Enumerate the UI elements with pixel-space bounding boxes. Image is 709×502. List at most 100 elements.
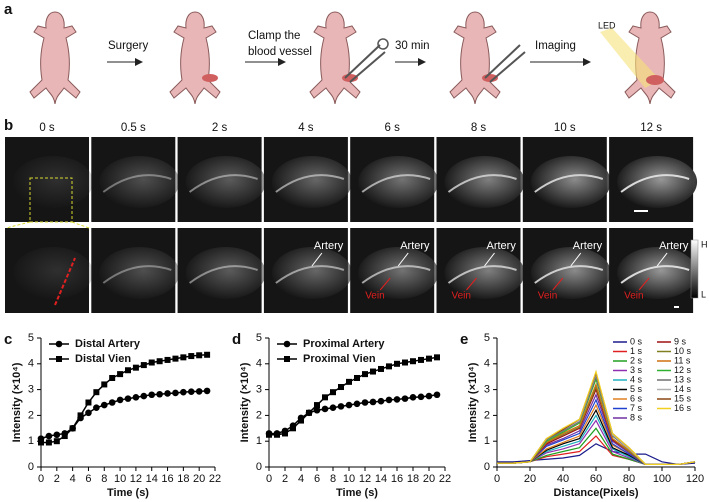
marker: [172, 355, 179, 362]
x-tick-label: 40: [557, 473, 569, 485]
tissue: [99, 247, 180, 299]
marker: [283, 340, 291, 348]
tissue: [444, 247, 525, 299]
marker: [117, 371, 124, 378]
y-tick-label: 0: [484, 461, 490, 473]
vessel: [534, 265, 604, 284]
vein-label: Vein: [538, 291, 557, 302]
y-tick-label: 3: [484, 384, 490, 396]
series-line: [497, 414, 696, 466]
tissue: [617, 156, 698, 208]
x-axis-label: Distance(Pixels): [554, 487, 639, 499]
vein-label: Vein: [452, 291, 471, 302]
marker: [321, 405, 329, 413]
x-tick-label: 4: [70, 473, 76, 485]
marker: [330, 389, 336, 396]
pointer: [552, 277, 564, 291]
marker: [180, 354, 187, 361]
marker: [108, 399, 116, 406]
panel-label: d: [232, 331, 241, 348]
series-line: [497, 435, 696, 466]
marker: [361, 399, 369, 406]
pointer: [638, 277, 650, 291]
series-line: [497, 369, 696, 466]
tissue: [13, 156, 93, 208]
x-tick-label: 8: [330, 473, 336, 485]
time-label: 8 s: [471, 122, 487, 134]
vessel: [275, 265, 345, 284]
x-tick-label: 18: [177, 473, 189, 485]
pointer: [397, 252, 409, 267]
legend-label: 13 s: [674, 374, 692, 384]
artery-label: Artery: [487, 240, 517, 252]
legend-label: 15 s: [674, 393, 692, 403]
x-tick-label: 22: [209, 473, 221, 485]
marker: [124, 395, 132, 402]
time-label: 2 s: [212, 122, 228, 134]
pointer: [311, 252, 323, 267]
series-line: [40, 390, 208, 440]
marker: [156, 358, 163, 365]
marker: [188, 353, 195, 360]
tissue: [185, 247, 266, 299]
marker: [266, 431, 272, 438]
tissue: [99, 156, 180, 208]
legend-label: 9 s: [674, 336, 687, 346]
legend-label: Distal Vien: [75, 353, 131, 365]
marker: [93, 389, 100, 396]
marker: [55, 340, 63, 348]
marker: [370, 368, 376, 375]
x-tick-label: 0: [266, 473, 272, 485]
x-tick-label: 20: [193, 473, 205, 485]
y-tick-label: 5: [256, 332, 262, 344]
legend-label: 8 s: [630, 412, 643, 422]
pointer: [656, 252, 668, 267]
marker: [85, 409, 92, 417]
artery-label: Artery: [659, 240, 689, 252]
legend-label: 4 s: [630, 374, 643, 384]
panel-label: b: [4, 117, 13, 134]
marker: [101, 381, 108, 388]
marker: [196, 352, 203, 359]
x-tick-label: 10: [114, 473, 126, 485]
x-tick-label: 4: [298, 473, 304, 485]
vessel: [102, 265, 172, 284]
marker: [385, 396, 393, 404]
marker: [132, 394, 140, 401]
legend-label: 1 s: [630, 346, 643, 356]
pointer: [379, 277, 391, 291]
marker: [290, 425, 296, 432]
series-line: [41, 354, 208, 444]
tissue: [617, 247, 698, 299]
marker: [337, 403, 345, 410]
marker: [369, 398, 377, 406]
y-tick-label: 1: [484, 435, 490, 447]
tissue: [530, 247, 611, 299]
time-label: 4 s: [298, 122, 314, 134]
series-line: [497, 427, 696, 466]
marker: [434, 354, 440, 361]
tissue: [358, 156, 439, 208]
artery-label: Artery: [573, 240, 603, 252]
y-tick-label: 4: [256, 358, 262, 370]
time-label: 0.5 s: [121, 122, 146, 134]
x-axis-label: Time (s): [336, 487, 378, 499]
marker: [362, 371, 368, 378]
y-tick-label: 5: [28, 332, 34, 344]
marker: [85, 399, 92, 406]
marker: [426, 355, 432, 362]
legend-label: 10 s: [674, 346, 692, 356]
marker: [204, 351, 211, 358]
tissue: [358, 247, 439, 299]
series-line: [497, 443, 696, 466]
marker: [53, 438, 60, 445]
marker: [338, 384, 344, 391]
clamp: [377, 38, 389, 50]
legend-label: 16 s: [674, 403, 692, 413]
colorbar-high: H: [701, 239, 708, 249]
marker: [377, 397, 385, 405]
step-label: Clamp the: [248, 30, 300, 42]
marker: [314, 402, 320, 409]
vein-label: Vein: [365, 291, 384, 302]
step-label: Surgery: [108, 40, 149, 52]
